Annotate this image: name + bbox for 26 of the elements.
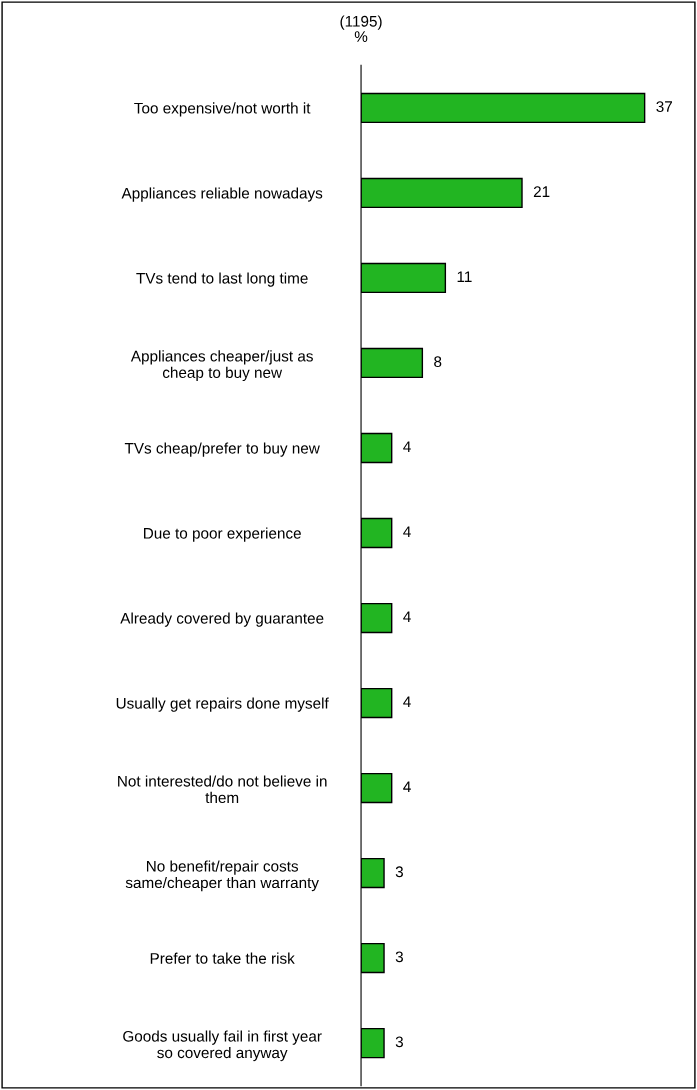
chart-title: (1195) — [340, 15, 382, 30]
y-tick-label: TVs tend to last long time — [136, 272, 308, 287]
y-tick-label: Appliances cheaper/just as cheap to buy new — [130, 350, 313, 382]
data-label: 4 — [403, 611, 411, 622]
y-tick-label: Already covered by guarantee — [120, 612, 324, 627]
y-tick-label: No benefit/repair costs same/cheaper than warranty — [125, 860, 319, 892]
y-tick-label: Prefer to take the risk — [150, 952, 295, 964]
data-label: 3 — [395, 866, 403, 878]
data-label: 3 — [395, 951, 403, 963]
data-label: 4 — [403, 696, 411, 707]
data-label: 11 — [457, 271, 472, 282]
y-tick-label: Not interested/do not believe in them — [118, 775, 327, 804]
y-tick-label: TVs cheap/prefer to buy new — [124, 442, 320, 457]
y-tick-label: Due to poor experience — [144, 527, 301, 542]
data-label: 21 — [533, 186, 550, 197]
data-label: 4 — [403, 781, 411, 793]
data-label: 3 — [395, 1036, 403, 1048]
y-tick-label: Appliances reliable nowadays — [121, 187, 323, 202]
chart-subtitle: % — [354, 31, 368, 42]
y-tick-label: Usually get repairs done myself — [116, 697, 329, 712]
data-label: 8 — [434, 356, 442, 368]
data-label: 37 — [656, 101, 672, 113]
y-tick-label: Goods usually fail in first year so covered anyway — [123, 1030, 322, 1062]
y-tick-label: Too expensive/not worth it — [134, 102, 311, 117]
data-label: 4 — [403, 441, 411, 452]
data-label: 4 — [403, 526, 411, 537]
